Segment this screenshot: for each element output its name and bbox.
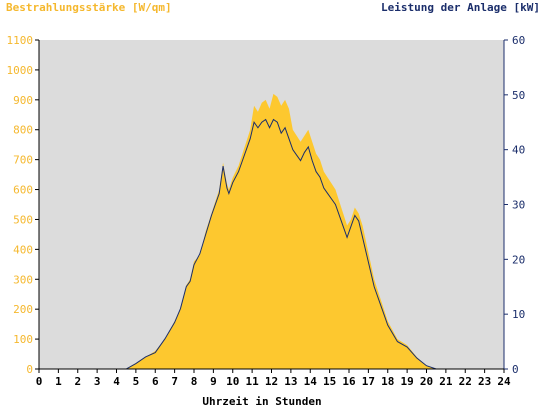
x-tick-label: 2 — [74, 375, 81, 388]
x-tick-label: 18 — [381, 375, 394, 388]
right-axis-ticks: 0 10 20 30 40 50 60 — [504, 34, 525, 376]
x-tick-label: 10 — [226, 375, 239, 388]
right-axis-title: Leistung der Anlage [kW] — [381, 1, 540, 14]
x-tick-label: 17 — [362, 375, 375, 388]
x-tick-label: 1 — [55, 375, 62, 388]
irradiance-area-series — [39, 93, 504, 369]
left-tick-label: 1100 — [7, 34, 34, 47]
left-axis-title: Bestrahlungsstärke [W/qm] — [6, 1, 172, 14]
x-tick-label: 15 — [323, 375, 336, 388]
right-tick-label: 40 — [512, 144, 525, 157]
x-tick-label: 24 — [497, 375, 511, 388]
x-tick-label: 13 — [284, 375, 297, 388]
x-axis-label: Uhrzeit in Stunden — [202, 395, 321, 408]
x-tick-label: 22 — [459, 375, 472, 388]
x-tick-label: 7 — [171, 375, 178, 388]
right-tick-label: 50 — [512, 89, 525, 102]
x-tick-label: 12 — [265, 375, 278, 388]
left-tick-label: 700 — [13, 154, 33, 167]
left-tick-label: 500 — [13, 213, 33, 226]
left-tick-label: 600 — [13, 184, 33, 197]
x-tick-label: 11 — [246, 375, 260, 388]
left-axis-ticks: 0 100 200 300 400 500 600 700 800 900 1000 1100 — [7, 34, 39, 376]
x-tick-label: 4 — [113, 375, 120, 388]
x-tick-label: 9 — [210, 375, 217, 388]
right-tick-label: 0 — [512, 363, 519, 376]
x-tick-label: 8 — [191, 375, 198, 388]
left-tick-label: 200 — [13, 303, 33, 316]
left-tick-label: 1000 — [7, 64, 34, 77]
x-tick-label: 23 — [478, 375, 491, 388]
x-tick-label: 20 — [420, 375, 433, 388]
right-tick-label: 10 — [512, 308, 525, 321]
right-tick-label: 60 — [512, 34, 525, 47]
right-tick-label: 30 — [512, 199, 525, 212]
x-tick-label: 3 — [94, 375, 101, 388]
left-tick-label: 900 — [13, 94, 33, 107]
left-tick-label: 800 — [13, 124, 33, 137]
x-axis-ticks: 0 1 2 3 4 5 6 7 8 9 10 11 12 13 14 15 16 17 18 19 20 21 22 23 24 — [36, 369, 511, 388]
x-tick-label: 16 — [342, 375, 356, 388]
x-tick-label: 0 — [36, 375, 43, 388]
power-line-series — [39, 118, 504, 370]
right-tick-label: 20 — [512, 253, 525, 266]
left-tick-label: 300 — [13, 273, 33, 286]
x-tick-label: 6 — [152, 375, 159, 388]
left-tick-label: 100 — [13, 333, 33, 346]
x-tick-label: 5 — [133, 375, 140, 388]
x-tick-label: 21 — [439, 375, 453, 388]
x-tick-label: 14 — [304, 375, 318, 388]
x-tick-label: 19 — [401, 375, 414, 388]
left-tick-label: 400 — [13, 243, 33, 256]
left-tick-label: 0 — [26, 363, 33, 376]
